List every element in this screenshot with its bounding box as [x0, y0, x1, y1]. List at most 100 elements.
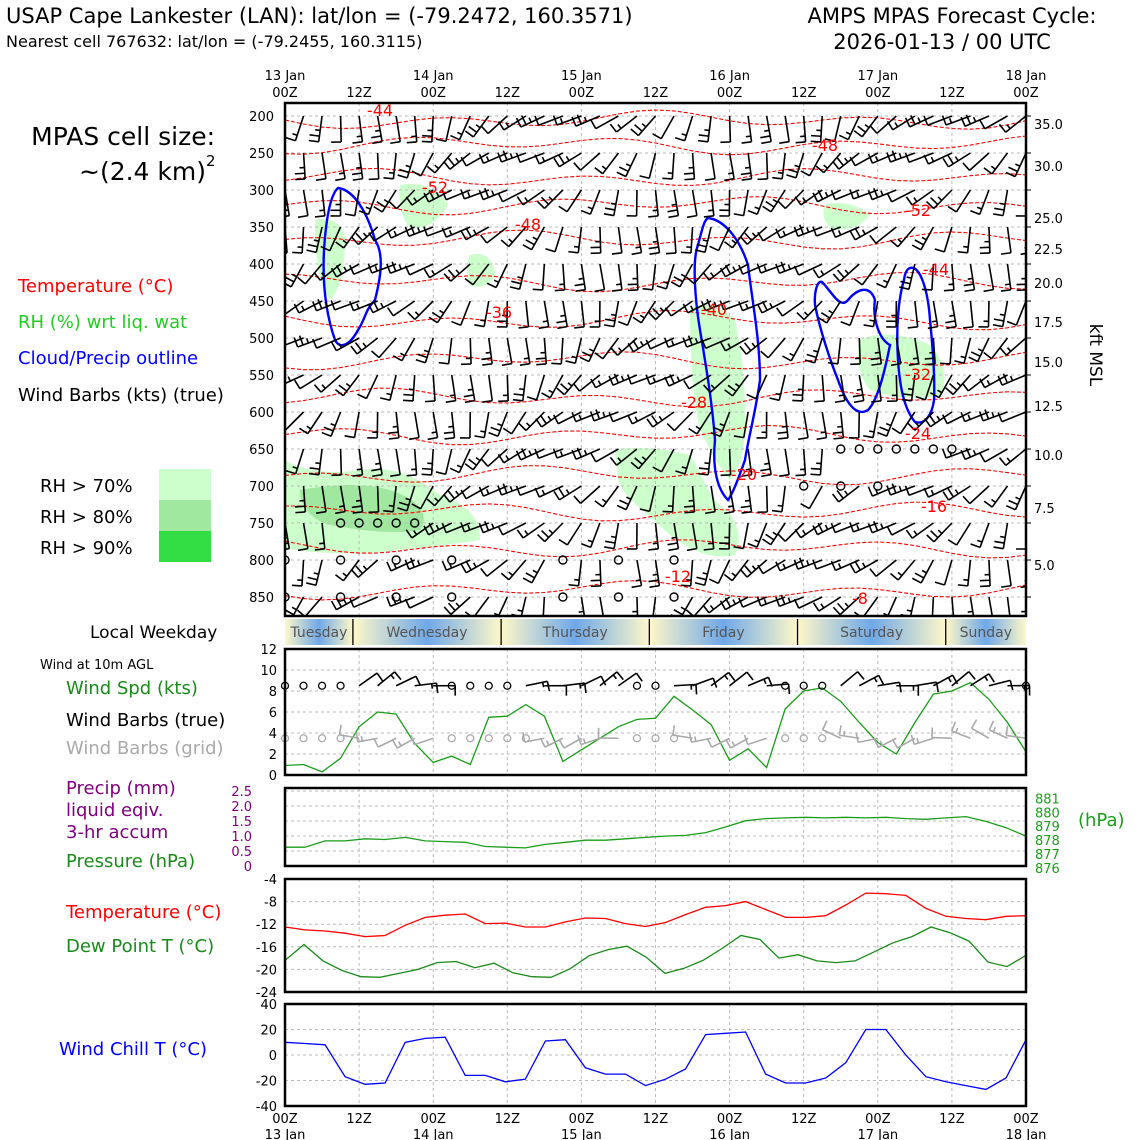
weekday-cell — [352, 619, 502, 645]
surface-wind-barb-flag — [616, 671, 624, 681]
weekday-cell — [797, 619, 946, 645]
wind-barb — [378, 337, 397, 359]
wind-barb-flag — [702, 239, 708, 242]
wind-barb-flag — [1008, 166, 1018, 173]
wind-barb-flag — [534, 115, 540, 126]
wind-barb-flag — [849, 189, 855, 200]
legend-rh90-label: RH > 90% — [40, 538, 133, 559]
wind-barb-flag — [424, 400, 436, 403]
wind-barb-flag — [447, 157, 456, 167]
wind-barb-flag — [703, 215, 714, 218]
pressure-level-label: 500 — [249, 332, 274, 347]
calm-wind-marker — [558, 592, 568, 602]
wind-barb — [655, 300, 675, 321]
top-hour-label: 12Z — [939, 86, 965, 101]
wind-barb-flag — [525, 239, 535, 246]
calm-wind-marker — [447, 681, 456, 690]
wind-barb — [1001, 374, 1026, 386]
wind-barb-flag — [277, 308, 283, 316]
pressure-level-label: 700 — [249, 480, 274, 495]
wind-barb-flag — [392, 425, 398, 428]
wind-barb — [765, 152, 769, 180]
wind-barb-flag — [947, 205, 957, 213]
y-tick-label: 40 — [260, 998, 277, 1013]
wind-barb-flag — [873, 187, 879, 198]
wind-barb — [1006, 226, 1012, 253]
wind-barb-flag — [505, 455, 510, 461]
wind-barb-flag — [500, 572, 510, 581]
wind-barb-flag — [731, 572, 737, 577]
wind-barb — [392, 300, 416, 317]
precip-label-1: Precip (mm) — [66, 778, 176, 799]
wind-barb-flag — [509, 486, 513, 492]
calm-wind-marker — [447, 555, 457, 565]
grid-wind-barb-flag — [731, 741, 736, 747]
pressure-line — [285, 815, 1027, 849]
wind-barb-flag — [652, 377, 656, 383]
wind-barb-flag — [854, 561, 861, 571]
wind-barb — [522, 189, 545, 206]
wind-barb-flag — [372, 300, 379, 311]
cycle-title: 2026-01-13 / 00 UTC — [833, 30, 1051, 54]
grid-wind-barb-flag — [916, 737, 920, 744]
wind-barb — [932, 300, 939, 327]
precip-tick-label: 1.5 — [231, 815, 252, 830]
wind-barb-flag — [926, 201, 935, 210]
surface-wind-barb-flag — [415, 675, 422, 686]
wind-barb-flag — [751, 565, 757, 571]
grid-wind-barb — [896, 737, 916, 749]
wind-barb-flag — [694, 338, 699, 344]
wind-barb — [376, 152, 380, 180]
wind-barb-flag — [690, 305, 694, 311]
y-tick-label: -20 — [256, 963, 277, 978]
wind-barb-flag — [532, 236, 538, 241]
wind-barb-flag — [324, 301, 328, 307]
wind-barb-flag — [789, 352, 795, 357]
wind-barb-flag — [738, 301, 744, 311]
grid-wind-barb — [951, 730, 971, 739]
wind-barb — [948, 152, 971, 168]
wind-barb-flag — [965, 447, 972, 458]
weekday-label: Friday — [702, 625, 744, 641]
wind-barb-flag — [405, 196, 413, 206]
wind-barb — [449, 485, 471, 503]
wind-barb — [710, 152, 716, 179]
wind-barb-flag — [443, 431, 454, 435]
wind-barb-flag — [738, 264, 744, 275]
grid-wind-barb-flag — [558, 738, 565, 749]
wind-barb — [465, 152, 490, 167]
wind-barb — [501, 152, 527, 163]
wind-barb — [946, 411, 971, 425]
wind-barb-flag — [493, 279, 499, 284]
wind-barb-flag — [517, 276, 523, 279]
wind-barb-flag — [926, 534, 935, 543]
wind-barb — [693, 263, 712, 285]
wind-barb-flag — [869, 568, 877, 577]
wind-barb-flag — [924, 418, 932, 428]
wind-barb — [650, 337, 675, 350]
wind-barb-flag — [929, 391, 940, 399]
surface-wind-barb-flag — [728, 672, 736, 682]
wind-barb-flag — [575, 288, 586, 293]
wind-barb — [409, 596, 434, 609]
wind-barb-flag — [285, 536, 288, 539]
wind-barb-flag — [330, 422, 336, 427]
wind-barb-flag — [997, 412, 1003, 423]
wind-barb-flag — [890, 362, 901, 367]
wind-barb-flag — [941, 448, 947, 459]
wind-barb-flag — [578, 414, 582, 420]
wind-barb — [742, 263, 767, 275]
surface-wind-barb-flag — [763, 678, 767, 685]
wind-barb — [633, 337, 656, 353]
wind-barb-flag — [376, 201, 386, 208]
temperature-contour-label: -24 — [905, 424, 931, 443]
wind-barb-flag — [1000, 535, 1006, 539]
wind-barb — [469, 374, 476, 401]
wind-barb-flag — [408, 436, 420, 441]
wind-barb-flag — [297, 547, 308, 552]
wind-barb-flag — [901, 398, 912, 402]
wind-barb-flag — [313, 271, 321, 281]
wind-barb-flag — [710, 432, 721, 438]
wind-barb — [510, 411, 527, 435]
wind-barb — [290, 263, 305, 288]
